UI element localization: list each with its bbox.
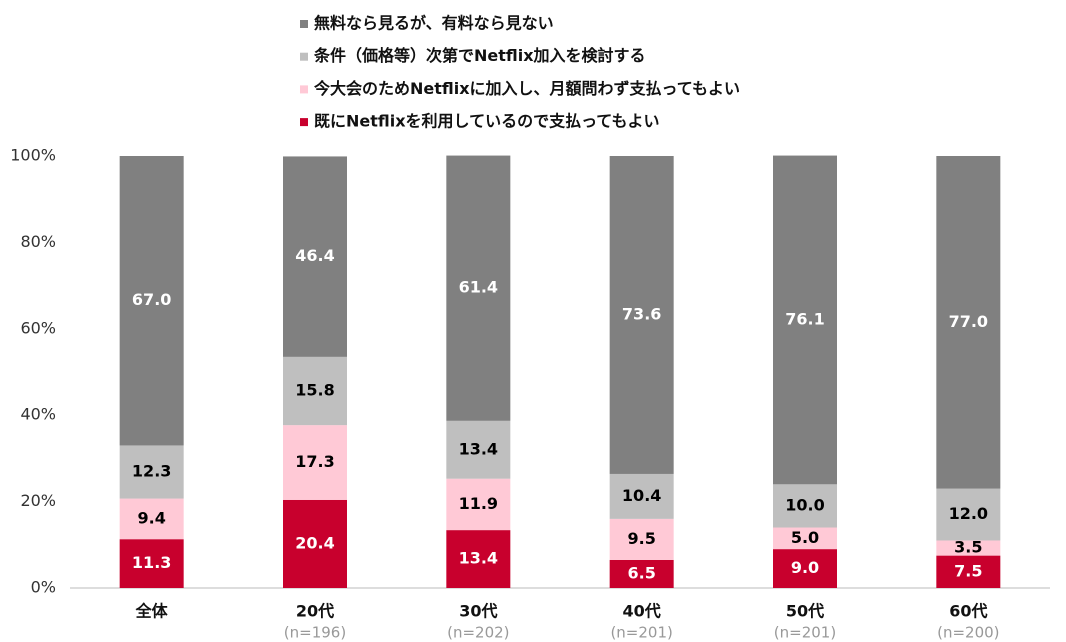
value-label: 20.4 bbox=[295, 533, 334, 552]
value-label: 13.4 bbox=[459, 549, 498, 568]
bar-segment bbox=[936, 488, 1001, 541]
legend-marker bbox=[300, 85, 308, 94]
bar-segment bbox=[773, 549, 837, 588]
value-label: 13.4 bbox=[459, 439, 498, 458]
value-label: 67.0 bbox=[132, 290, 171, 309]
y-tick-label: 60% bbox=[20, 318, 56, 337]
x-tick-note: (n=200) bbox=[937, 624, 999, 642]
value-label: 76.1 bbox=[785, 309, 824, 328]
value-label: 12.3 bbox=[132, 462, 171, 481]
value-label: 3.5 bbox=[954, 538, 982, 557]
x-tick-label: 30代 bbox=[459, 602, 497, 621]
bar-segment bbox=[609, 559, 674, 588]
value-label: 77.0 bbox=[949, 312, 988, 331]
y-tick-label: 0% bbox=[31, 578, 56, 597]
value-label: 11.3 bbox=[132, 553, 171, 572]
y-tick-label: 80% bbox=[20, 232, 56, 251]
bar-segment bbox=[609, 473, 674, 519]
bar-segment bbox=[446, 420, 511, 479]
legend-label: 今大会のためNetflixに加入し、月額問わず支払ってもよい bbox=[313, 79, 740, 98]
bar-segment bbox=[773, 155, 837, 485]
bar-segment bbox=[119, 445, 184, 499]
legend-label: 条件（価格等）次第でNetflix加入を検討する bbox=[313, 46, 646, 65]
legend-label: 無料なら見るが、有料なら見ない bbox=[314, 14, 554, 33]
value-label: 9.4 bbox=[137, 508, 165, 527]
x-tick-label: 全体 bbox=[135, 602, 169, 621]
bar-segment bbox=[936, 540, 1001, 556]
bar-segment bbox=[446, 530, 511, 588]
bar-segment bbox=[936, 555, 1001, 588]
bar-segment bbox=[119, 156, 184, 446]
value-label: 9.0 bbox=[791, 558, 819, 577]
bar-segment bbox=[773, 484, 837, 528]
bar-segment bbox=[119, 539, 184, 588]
x-tick-label: 40代 bbox=[623, 602, 661, 621]
bar-segment bbox=[283, 499, 347, 588]
bar-segment bbox=[609, 156, 674, 474]
value-label: 61.4 bbox=[459, 278, 498, 297]
value-label: 7.5 bbox=[954, 561, 982, 580]
x-tick-label: 50代 bbox=[786, 602, 824, 621]
y-tick-label: 40% bbox=[20, 405, 56, 424]
legend-label: 既にNetflixを利用しているので支払ってもよい bbox=[314, 112, 659, 131]
value-label: 10.4 bbox=[622, 486, 661, 505]
bar-segment bbox=[936, 156, 1001, 489]
bar-segment bbox=[283, 425, 347, 500]
bar-segment bbox=[119, 498, 184, 540]
value-label: 9.5 bbox=[627, 529, 655, 548]
bar-segment bbox=[283, 356, 347, 426]
bar-segment bbox=[446, 155, 511, 421]
x-tick-note: (n=201) bbox=[774, 624, 836, 642]
y-tick-label: 100% bbox=[10, 146, 56, 165]
value-label: 15.8 bbox=[295, 381, 334, 400]
legend-marker bbox=[300, 118, 308, 127]
legend-marker bbox=[300, 20, 308, 28]
y-tick-label: 20% bbox=[20, 491, 56, 510]
value-label: 46.4 bbox=[295, 246, 334, 265]
bar-segment bbox=[446, 478, 511, 531]
x-tick-note: (n=196) bbox=[284, 624, 346, 642]
value-label: 5.0 bbox=[791, 528, 819, 547]
value-label: 10.0 bbox=[785, 495, 824, 514]
x-tick-label: 20代 bbox=[296, 602, 334, 621]
bar-segment bbox=[283, 156, 347, 357]
value-label: 11.9 bbox=[459, 494, 498, 513]
value-label: 6.5 bbox=[627, 563, 655, 582]
value-label: 12.0 bbox=[949, 504, 988, 523]
bar-segment bbox=[609, 518, 674, 560]
bar-segment bbox=[773, 527, 837, 550]
x-tick-label: 60代 bbox=[949, 602, 987, 621]
legend-marker bbox=[300, 52, 308, 61]
value-label: 17.3 bbox=[295, 452, 334, 471]
x-tick-note: (n=202) bbox=[447, 624, 509, 642]
value-label: 73.6 bbox=[622, 304, 661, 323]
x-tick-note: (n=201) bbox=[610, 624, 672, 642]
